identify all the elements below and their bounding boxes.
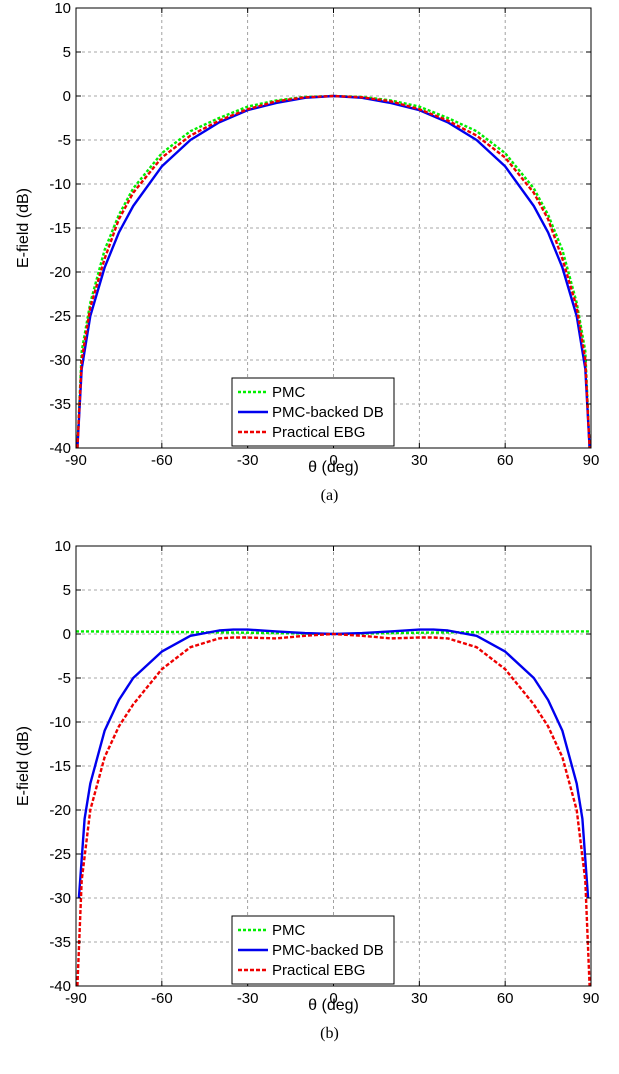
chart-a: -90 -60 -30 0 30 60 90 10 5 0 -5 -10 -15 -20 -25 -30 -35… [15,0,599,504]
y-tick-label: -10 [49,176,71,193]
y-tick-label: 5 [63,44,71,61]
x-tick-label: -30 [237,990,259,1007]
x-tick-label: 60 [497,990,514,1007]
y-tick-label: -40 [49,440,71,457]
y-tick-label: -5 [58,132,71,149]
x-tick-label: -90 [65,452,87,469]
chart-b: -90 -60 -30 0 30 60 90 10 5 0 -5 -10 -15 -20 -25 -30 -35… [15,538,599,1042]
x-tick-label: 30 [411,990,428,1007]
legend-label: PMC [272,922,306,939]
x-tick-label: 90 [583,452,600,469]
y-tick-label: -30 [49,890,71,907]
y-tick-label: -20 [49,264,71,281]
legend-label: Practical EBG [272,424,365,441]
figure-caption: (b) [320,1025,339,1042]
legend: PMC PMC-backed DB Practical EBG [231,915,395,985]
x-tick-label: -90 [65,990,87,1007]
legend-label: Practical EBG [272,962,365,979]
legend-label: PMC-backed DB [272,404,384,421]
x-tick-label: 30 [411,452,428,469]
y-tick-label: -35 [49,396,71,413]
x-tick-label: -60 [151,452,173,469]
y-tick-label: -15 [49,758,71,775]
series-line-practical-ebg [76,94,591,449]
y-tick-label: 10 [54,538,71,555]
legend: PMC PMC-backed DB Practical EBG [231,377,395,447]
x-axis-label: θ (deg) [308,997,359,1014]
y-tick-label: -25 [49,308,71,325]
y-axis-label: E-field (dB) [15,726,32,806]
series-line-practical-ebg [76,632,591,987]
legend-label: PMC-backed DB [272,942,384,959]
y-tick-label: -10 [49,714,71,731]
x-tick-label: 60 [497,452,514,469]
x-tick-label: 0 [329,452,337,469]
y-tick-label: -40 [49,978,71,995]
y-tick-label: 0 [63,88,71,105]
x-tick-label: -60 [151,990,173,1007]
y-tick-label: -20 [49,802,71,819]
x-tick-label: 0 [329,990,337,1007]
y-tick-label: -30 [49,352,71,369]
x-axis-label: θ (deg) [308,459,359,476]
y-tick-label: -35 [49,934,71,951]
y-tick-label: -15 [49,220,71,237]
legend-label: PMC [272,384,306,401]
figure-caption: (a) [321,487,339,504]
y-axis-label: E-field (dB) [15,188,32,268]
x-tick-label: -30 [237,452,259,469]
y-tick-label: 0 [63,626,71,643]
y-tick-label: 5 [63,582,71,599]
x-tick-label: 90 [583,990,600,1007]
y-tick-label: -5 [58,670,71,687]
y-tick-label: -25 [49,846,71,863]
y-tick-label: 10 [54,0,71,17]
